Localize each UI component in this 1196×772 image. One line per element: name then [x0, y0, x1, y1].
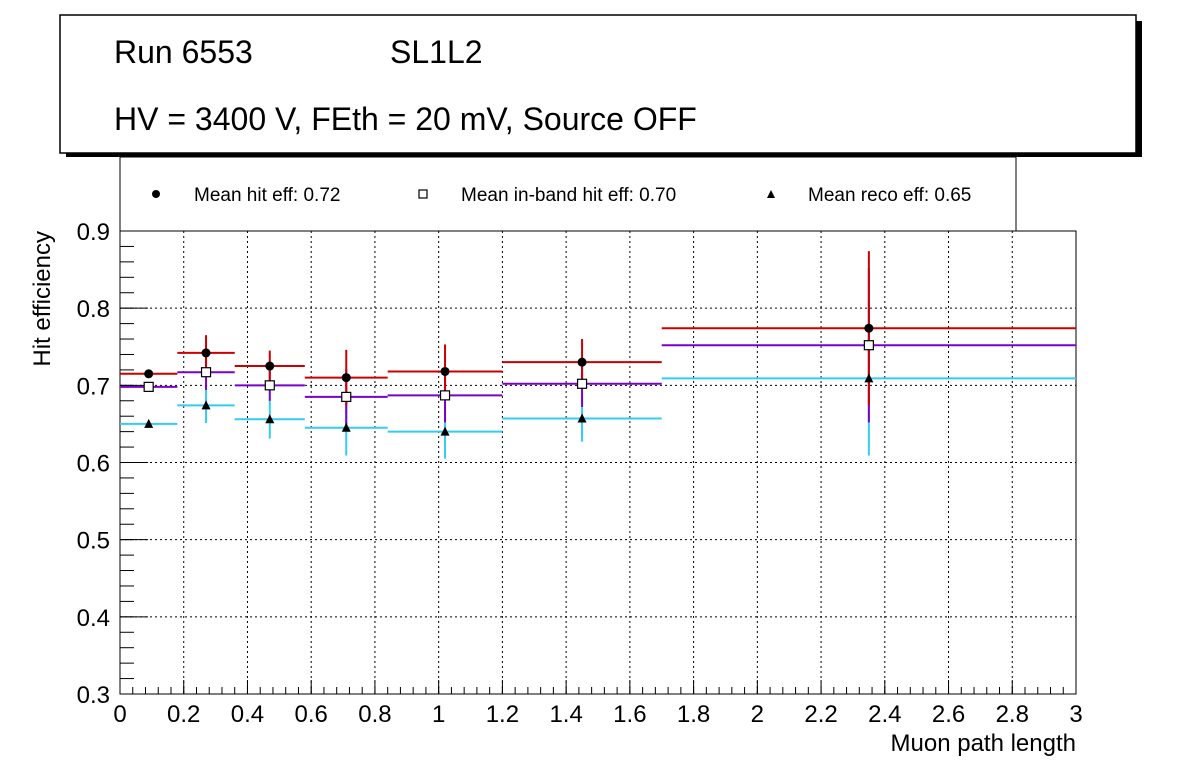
x-tick-label: 1.2	[486, 701, 519, 728]
hit-eff-point	[341, 373, 351, 383]
x-axis-label: Muon path length	[891, 730, 1076, 757]
inband-eff-point	[143, 381, 154, 392]
data-series	[120, 251, 1076, 459]
x-tick-label: 3	[1069, 701, 1082, 728]
chamber-label: SL1L2	[390, 34, 483, 70]
x-tick-label: 1.4	[549, 701, 582, 728]
plot-frame	[119, 230, 1077, 695]
legend-box	[119, 156, 1017, 232]
reco-eff-point	[201, 400, 211, 410]
inband-eff-point	[863, 340, 874, 351]
legend-hit-eff: Mean hit eff: 0.72	[194, 185, 340, 206]
x-tick-label: 0	[113, 701, 126, 728]
x-tick-label: 2.6	[932, 701, 965, 728]
y-axis-label: Hit efficiency	[29, 231, 56, 367]
x-tick-label: 1.8	[677, 701, 710, 728]
legend-square-marker	[418, 189, 428, 199]
x-tick-label: 0.6	[295, 701, 328, 728]
y-tick-label: 0.9	[77, 219, 110, 246]
y-tick-label: 0.7	[77, 373, 110, 400]
y-tick-label: 0.4	[77, 605, 110, 632]
axis-ticks	[119, 230, 1077, 695]
reco-eff-point	[577, 413, 587, 423]
x-tick-label: 0.8	[358, 701, 391, 728]
hit-eff-point	[201, 348, 211, 358]
x-tick-label: 2	[751, 701, 764, 728]
x-tick-label: 2.2	[804, 701, 837, 728]
legend-inband-eff: Mean in-band hit eff: 0.70	[461, 185, 676, 206]
y-tick-labels: 0.3 0.4 0.5 0.6 0.7 0.8 0.9	[77, 219, 110, 709]
hit-eff-point	[577, 357, 587, 367]
reco-eff-point	[864, 373, 874, 383]
hit-eff-point	[440, 366, 450, 376]
grid-lines	[120, 231, 1076, 694]
header-box	[59, 14, 1137, 154]
x-tick-label: 1.6	[613, 701, 646, 728]
inband-eff-point	[439, 390, 451, 401]
hit-eff-point	[144, 369, 154, 379]
x-tick-label: 2.8	[996, 701, 1029, 728]
reco-eff-point	[341, 422, 351, 432]
hit-eff-point	[864, 323, 874, 333]
x-tick-label: 2.4	[868, 701, 901, 728]
inband-eff-point	[576, 378, 588, 389]
inband-eff-point	[341, 391, 352, 403]
y-tick-label: 0.6	[77, 451, 110, 478]
inband-eff-point	[200, 367, 212, 378]
inband-eff-point	[264, 380, 275, 391]
y-tick-label: 0.5	[77, 528, 110, 555]
x-tick-label: 0.4	[231, 701, 264, 728]
reco-eff-point	[265, 414, 275, 424]
reco-eff-point	[144, 418, 154, 428]
reco-eff-point	[440, 426, 450, 436]
y-tick-label: 0.8	[77, 296, 110, 323]
run-label: Run 6553	[114, 34, 253, 70]
conditions-label: HV = 3400 V, FEth = 20 mV, Source OFF	[114, 101, 697, 137]
legend-reco-eff: Mean reco eff: 0.65	[808, 185, 971, 206]
legend-triangle-marker	[767, 190, 775, 198]
y-tick-label: 0.3	[77, 682, 110, 709]
legend-circle-marker	[152, 190, 160, 198]
x-tick-labels: 0 0.2 0.4 0.6 0.8 1 1.2 1.4 1.6 1.8 2 2.2 2.4 2.6 2.8 3	[113, 701, 1082, 728]
hit-eff-point	[265, 361, 275, 371]
x-tick-label: 1	[432, 701, 445, 728]
x-tick-label: 0.2	[167, 701, 200, 728]
